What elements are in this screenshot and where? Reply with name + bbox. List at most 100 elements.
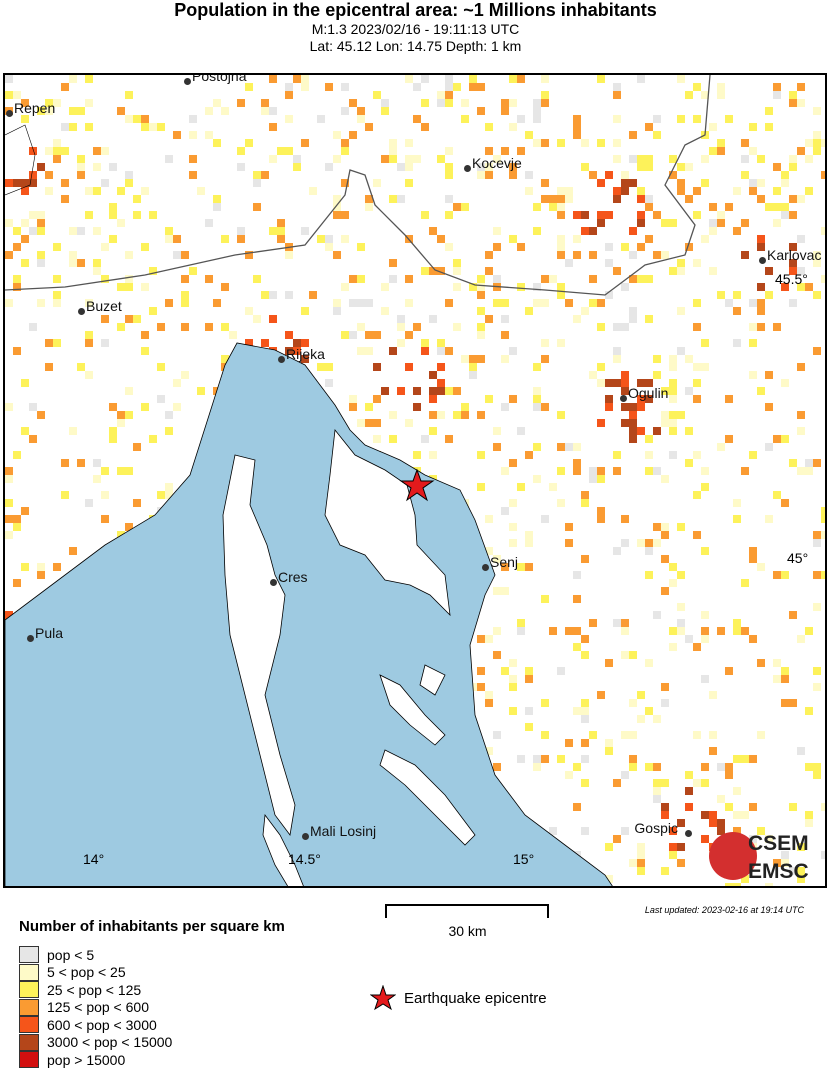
- population-cell: [277, 147, 285, 155]
- population-cell: [693, 259, 701, 267]
- population-cell: [589, 251, 597, 259]
- population-cell: [69, 259, 77, 267]
- population-cell: [29, 147, 37, 155]
- population-cell: [341, 211, 349, 219]
- population-cell: [597, 363, 605, 371]
- population-cell: [525, 707, 533, 715]
- population-cell: [749, 147, 757, 155]
- population-cell: [485, 747, 493, 755]
- population-cell: [557, 139, 565, 147]
- population-cell: [573, 763, 581, 771]
- population-cell: [365, 203, 373, 211]
- population-cell: [741, 171, 749, 179]
- population-cell: [173, 379, 181, 387]
- population-cell: [357, 115, 365, 123]
- population-cell: [749, 803, 757, 811]
- population-cell: [797, 235, 805, 243]
- population-cell: [117, 411, 125, 419]
- population-cell: [645, 123, 653, 131]
- population-cell: [469, 83, 477, 91]
- population-cell: [341, 83, 349, 91]
- population-cell: [373, 179, 381, 187]
- population-cell: [453, 323, 461, 331]
- population-cell: [413, 451, 421, 459]
- population-cell: [717, 219, 725, 227]
- population-cell: [493, 427, 501, 435]
- population-cell: [741, 139, 749, 147]
- population-cell: [701, 363, 709, 371]
- population-cell: [485, 315, 493, 323]
- population-cell: [5, 251, 13, 259]
- population-cell: [437, 155, 445, 163]
- population-cell: [501, 563, 509, 571]
- city-label: Buzet: [86, 298, 122, 314]
- population-cell: [477, 355, 485, 363]
- population-cell: [629, 275, 637, 283]
- population-cell: [429, 267, 437, 275]
- population-cell: [781, 283, 789, 291]
- population-cell: [485, 171, 493, 179]
- legend-swatch: [19, 981, 39, 998]
- lat-tick: 45°: [787, 550, 809, 566]
- population-cell: [101, 243, 109, 251]
- population-cell: [405, 331, 413, 339]
- population-cell: [133, 315, 141, 323]
- population-cell: [693, 491, 701, 499]
- population-cell: [301, 339, 309, 347]
- population-cell: [469, 355, 477, 363]
- population-cell: [637, 539, 645, 547]
- population-cell: [789, 803, 797, 811]
- population-cell: [629, 859, 637, 867]
- population-cell: [541, 139, 549, 147]
- population-cell: [781, 171, 789, 179]
- population-cell: [29, 403, 37, 411]
- population-cell: [349, 395, 357, 403]
- population-cell: [437, 99, 445, 107]
- population-cell: [461, 99, 469, 107]
- population-cell: [613, 323, 621, 331]
- population-cell: [477, 683, 485, 691]
- population-cell: [589, 475, 597, 483]
- population-cell: [261, 291, 269, 299]
- population-cell: [677, 259, 685, 267]
- population-cell: [189, 115, 197, 123]
- population-cell: [725, 115, 733, 123]
- population-cell: [29, 227, 37, 235]
- population-cell: [653, 131, 661, 139]
- population-cell: [445, 91, 453, 99]
- population-cell: [605, 291, 613, 299]
- population-cell: [373, 395, 381, 403]
- population-cell: [773, 675, 781, 683]
- population-cell: [725, 883, 733, 886]
- population-cell: [797, 363, 805, 371]
- population-cell: [581, 163, 589, 171]
- population-cell: [549, 627, 557, 635]
- population-cell: [669, 387, 677, 395]
- population-cell: [21, 259, 29, 267]
- population-cell: [789, 195, 797, 203]
- population-cell: [621, 179, 629, 187]
- population-cell: [397, 339, 405, 347]
- population-cell: [501, 507, 509, 515]
- population-cell: [13, 523, 21, 531]
- population-cell: [157, 323, 165, 331]
- population-cell: [685, 459, 693, 467]
- population-cell: [381, 387, 389, 395]
- population-cell: [437, 267, 445, 275]
- population-cell: [77, 163, 85, 171]
- population-cell: [21, 563, 29, 571]
- population-cell: [437, 379, 445, 387]
- population-cell: [125, 179, 133, 187]
- population-cell: [5, 499, 13, 507]
- population-cell: [565, 443, 573, 451]
- population-cell: [813, 571, 821, 579]
- population-cell: [613, 779, 621, 787]
- population-map[interactable]: Postojna Repen Kocevje Karlovac Buzet Rijeka O…: [3, 73, 827, 888]
- population-cell: [69, 107, 77, 115]
- population-cell: [565, 739, 573, 747]
- population-cell: [477, 163, 485, 171]
- population-cell: [605, 843, 613, 851]
- csem-emsc-logo: CSEM EMSC: [708, 826, 823, 884]
- population-cell: [389, 435, 397, 443]
- population-cell: [453, 283, 461, 291]
